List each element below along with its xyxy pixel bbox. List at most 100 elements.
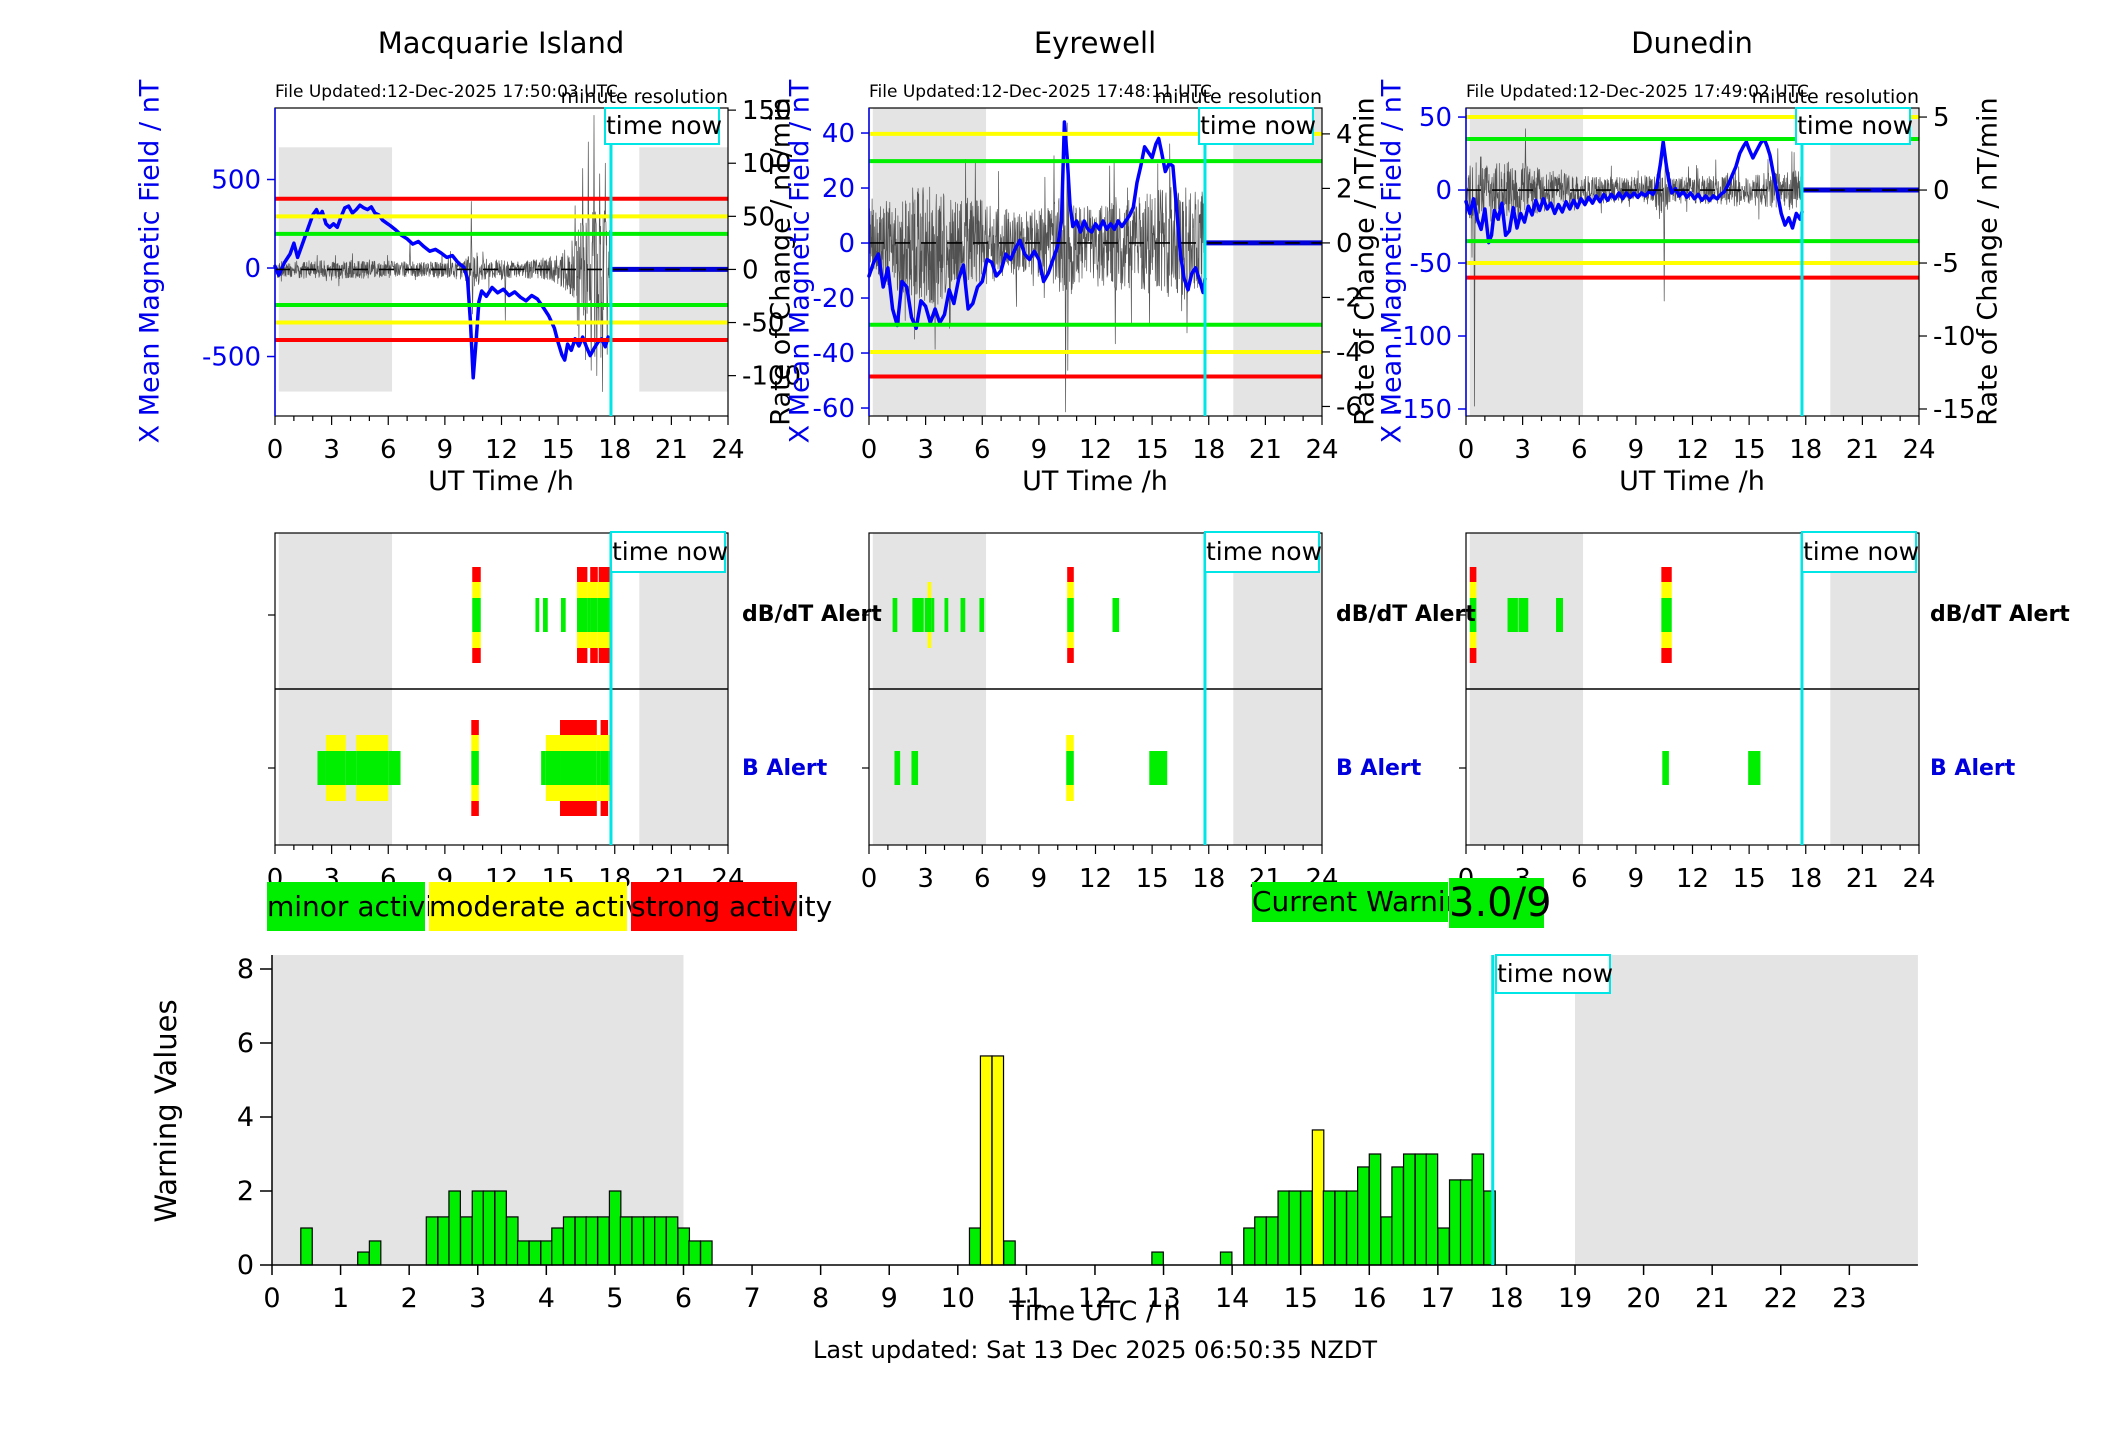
b-alert-segment: [560, 801, 597, 816]
warning-bar: [1346, 1190, 1359, 1266]
warning-bar: [1448, 1179, 1462, 1266]
warning-bar: [608, 1190, 622, 1266]
warning-bar: [1437, 1227, 1450, 1266]
b-alert-segment: [1066, 751, 1074, 785]
x-tick-label: 6: [974, 435, 991, 465]
x-tick-label: 12: [1078, 1283, 1112, 1314]
x-tick-label: 9: [437, 435, 454, 465]
x-tick-label: 0: [267, 435, 284, 465]
x-tick-label: 6: [1571, 864, 1588, 894]
b-alert-segment: [545, 751, 561, 785]
dbdt-alert-segment: [927, 582, 932, 598]
dbdt-alert-segment: [598, 648, 611, 663]
dbdt-alert-segment: [1067, 632, 1074, 648]
dbdt-alert-segment: [598, 567, 611, 582]
warning-values-axis-label: Warning Values: [149, 999, 183, 1223]
warning-bar: [448, 1190, 461, 1266]
warning-bar: [1288, 1190, 1302, 1266]
dbdt-alert-segment: [472, 648, 481, 663]
warning-bar: [1151, 1251, 1164, 1266]
warning-bar: [1254, 1216, 1267, 1266]
warning-bar: [357, 1251, 370, 1266]
warning-bar: [1368, 1153, 1382, 1266]
x-tick-label: 19: [1558, 1283, 1592, 1314]
x-axis-label-eyrewell: UT Time /h: [1022, 466, 1168, 497]
station-title-macquarie: Macquarie Island: [377, 26, 625, 60]
legend-moderate-activity: moderate activity: [429, 882, 677, 931]
y-tick-label-right: -10: [1933, 322, 1975, 352]
warning-bar: [471, 1190, 485, 1266]
dbdt-alert-segment: [927, 632, 932, 648]
y-tick-label-right: 0: [1933, 176, 1950, 206]
station-title-eyrewell: Eyrewell: [1033, 26, 1157, 60]
dbdt-alert-segment: [924, 598, 928, 632]
x-tick-label: 18: [598, 435, 631, 465]
y-tick-label: 4: [237, 1102, 254, 1133]
x-tick-label: 12: [1676, 864, 1709, 894]
x-tick-label: 12: [1676, 435, 1709, 465]
dbdt-alert-label-dunedin: dB/dT Alert: [1930, 602, 2070, 627]
x-tick-label: 21: [1846, 435, 1879, 465]
dbdt-alert-segment: [590, 567, 598, 582]
warning-bar: [574, 1216, 588, 1266]
b-alert-segment: [471, 801, 479, 816]
warning-bar: [677, 1227, 691, 1266]
x-tick-label: 15: [1136, 435, 1169, 465]
x-tick-label: 6: [380, 435, 397, 465]
dbdt-alert-segment: [892, 598, 898, 632]
x-tick-label: 23: [1832, 1283, 1866, 1314]
dbdt-alert-segment: [1507, 598, 1518, 632]
warning-bar: [1414, 1153, 1428, 1266]
y-tick-label-left: -150: [1393, 395, 1452, 425]
x-tick-label: 21: [1846, 864, 1879, 894]
current-warning-label: Current Warning:: [1252, 882, 1491, 922]
y-tick-label-right: -50: [742, 309, 784, 339]
x-tick-label: 11: [1009, 1283, 1043, 1314]
warning-bar: [665, 1216, 679, 1266]
x-axis-label-dunedin: UT Time /h: [1619, 466, 1765, 497]
b-alert-segment: [356, 735, 389, 751]
x-tick-label: 3: [917, 435, 934, 465]
dbdt-alert-segment: [912, 598, 924, 632]
dbdt-alert-segment: [979, 598, 985, 632]
y-tick-label-left: -500: [202, 343, 261, 373]
b-alert-segment: [600, 801, 609, 816]
warning-bar: [700, 1240, 713, 1266]
dbdt-alert-segment: [1469, 632, 1477, 648]
b-alert-segment: [600, 785, 609, 801]
x-tick-label: 1: [332, 1283, 349, 1314]
x-tick-label: 9: [1031, 435, 1048, 465]
b-alert-segment: [1149, 751, 1168, 785]
dbdt-alert-segment: [1661, 598, 1672, 632]
x-tick-label: 24: [1902, 864, 1935, 894]
x-tick-label: 0: [1458, 435, 1475, 465]
b-alert-segment: [560, 785, 597, 801]
dbdt-alert-segment: [577, 648, 588, 663]
x-tick-label: 3: [1514, 435, 1531, 465]
y-tick-label: 8: [237, 954, 254, 985]
b-alert-segment: [560, 751, 597, 785]
warning-bar: [425, 1216, 439, 1266]
dbdt-alert-segment: [587, 632, 591, 648]
y-tick-label-right: -4: [1336, 338, 1362, 368]
b-alert-segment: [545, 785, 561, 801]
dbdt-alert-segment: [1661, 632, 1672, 648]
x-tick-label: 0: [263, 1283, 280, 1314]
x-tick-label: 10: [941, 1283, 975, 1314]
y-tick-label-left: -60: [813, 394, 855, 424]
warning-bar: [1425, 1153, 1439, 1266]
warning-bar: [654, 1216, 667, 1266]
time-now-box: time now: [1495, 954, 1613, 994]
warning-bar: [1243, 1227, 1256, 1266]
dbdt-alert-segment: [587, 598, 591, 632]
warning-bar: [643, 1216, 656, 1266]
x-tick-label: 21: [1249, 435, 1282, 465]
y-axis-label-field-dunedin: X Mean Magnetic Field / nT: [1376, 79, 1408, 444]
x-tick-label: 0: [861, 435, 878, 465]
x-tick-label: 18: [1789, 864, 1822, 894]
b-alert-segment: [560, 735, 597, 751]
dbdt-alert-segment: [560, 598, 566, 632]
time-now-box: time now: [1204, 531, 1322, 573]
